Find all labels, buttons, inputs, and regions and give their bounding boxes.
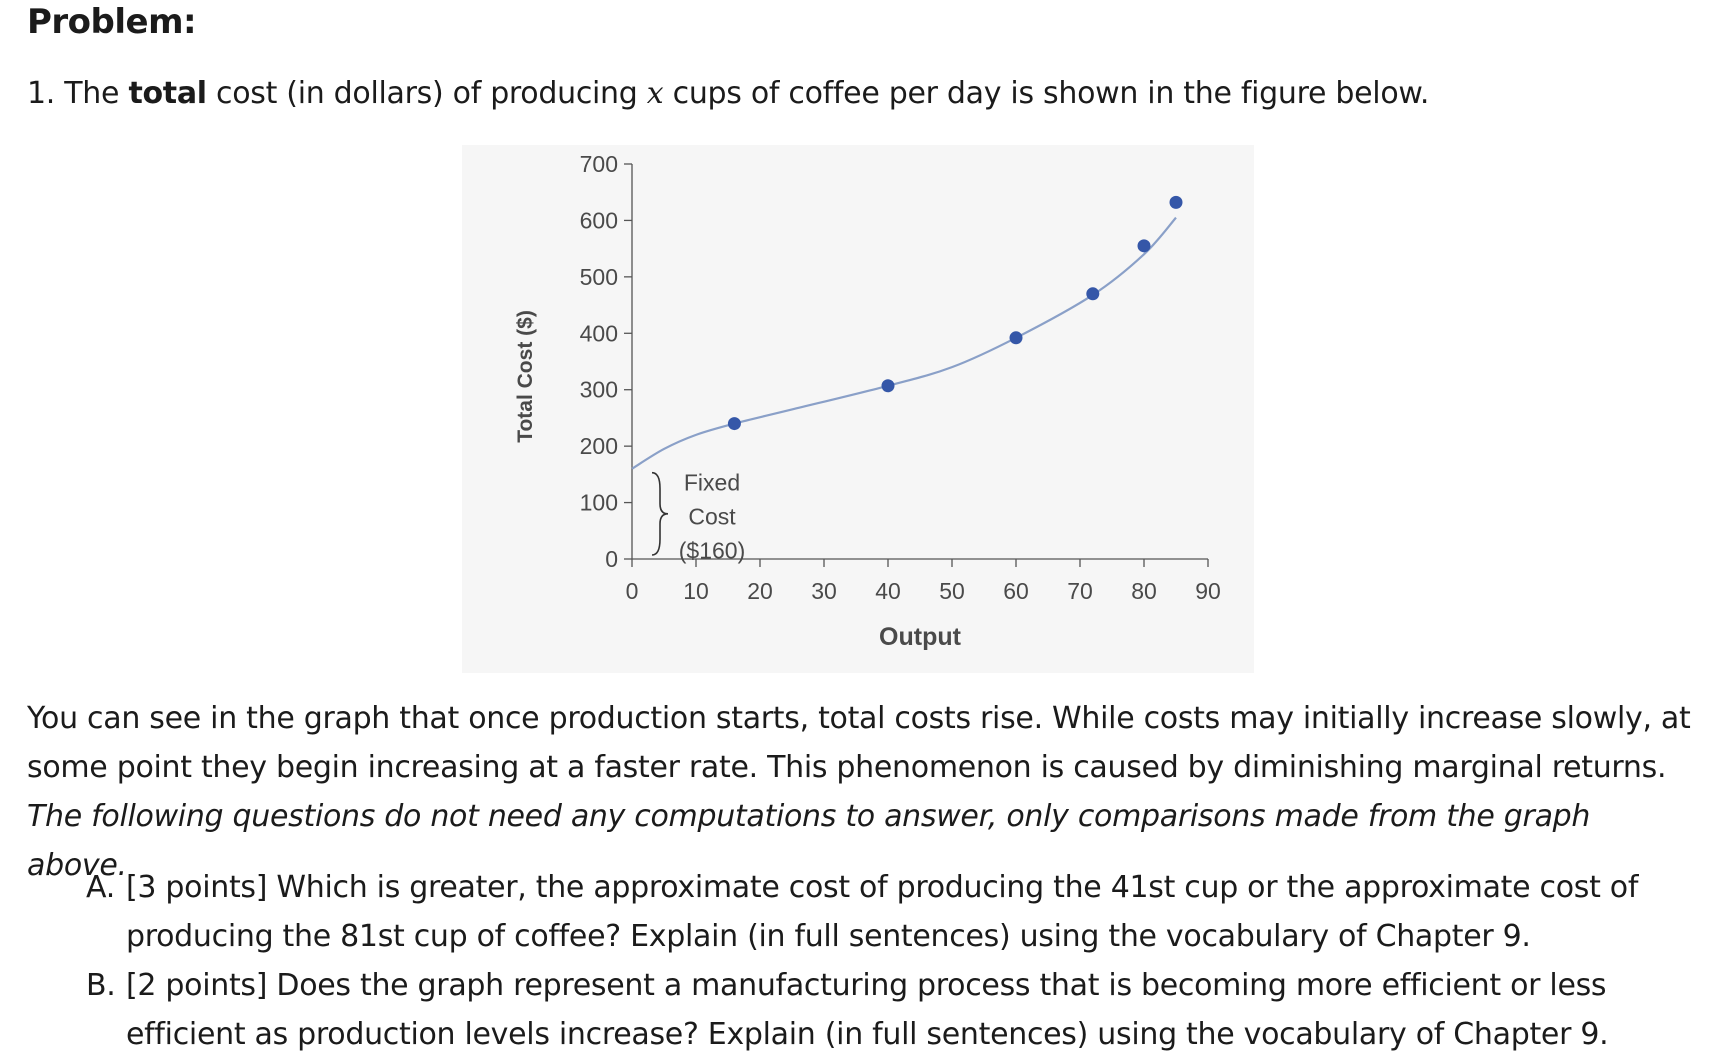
total-cost-curve bbox=[631, 216, 1177, 470]
x-tick-label: 50 bbox=[939, 578, 965, 604]
x-tick-label: 90 bbox=[1195, 578, 1221, 604]
question-number: 1. bbox=[27, 76, 56, 111]
x-tick-label: 60 bbox=[1003, 578, 1029, 604]
y-tick-label: 0 bbox=[605, 546, 618, 572]
question-text-pre: The bbox=[64, 76, 120, 111]
x-tick-label: 40 bbox=[875, 578, 901, 604]
y-tick-label: 500 bbox=[580, 264, 618, 290]
data-point bbox=[1137, 239, 1151, 253]
question-b-text: [2 points] Does the graph represent a ma… bbox=[126, 968, 1609, 1052]
y-tick-label: 700 bbox=[580, 151, 618, 177]
fixed-cost-label-line: Fixed bbox=[684, 470, 740, 496]
data-point bbox=[881, 379, 895, 393]
question-b: B. [2 points] Does the graph represent a… bbox=[86, 961, 1696, 1059]
y-tick-label: 300 bbox=[580, 377, 618, 403]
fixed-cost-label-line: Cost bbox=[688, 504, 736, 530]
data-point bbox=[727, 417, 741, 431]
y-tick-label: 200 bbox=[580, 433, 618, 459]
y-tick-label: 600 bbox=[580, 207, 618, 233]
question-a-letter: A. bbox=[86, 870, 115, 905]
chart-svg: 700 600 500 400 300 200 100 00 10 20 30 40 50 60 70 80 9… bbox=[514, 151, 1221, 651]
explanation-paragraph: You can see in the graph that once produ… bbox=[27, 694, 1697, 890]
x-tick-label: 10 bbox=[683, 578, 709, 604]
problem-heading: Problem: bbox=[27, 2, 197, 42]
fixed-cost-brace bbox=[651, 471, 669, 556]
question-text-bold: total bbox=[128, 76, 207, 111]
question-a: A. [3 points] Which is greater, the appr… bbox=[86, 863, 1696, 961]
x-tick-label: 30 bbox=[811, 578, 837, 604]
paragraph-text: You can see in the graph that once produ… bbox=[27, 701, 1691, 785]
question-b-letter: B. bbox=[86, 968, 116, 1003]
y-axis-title: Total Cost ($) bbox=[514, 310, 537, 443]
x-tick-label: 0 bbox=[626, 578, 639, 604]
fixed-cost-label-line: ($160) bbox=[679, 538, 745, 564]
y-tick-label: 400 bbox=[580, 320, 618, 346]
x-tick-label: 20 bbox=[747, 578, 773, 604]
x-tick-label: 70 bbox=[1067, 578, 1093, 604]
question-variable: x bbox=[646, 76, 664, 111]
question-a-text: [3 points] Which is greater, the approxi… bbox=[126, 870, 1639, 954]
question-list: A. [3 points] Which is greater, the appr… bbox=[86, 863, 1696, 1059]
x-tick-label: 80 bbox=[1131, 578, 1157, 604]
question-text-mid: cost (in dollars) of producing bbox=[216, 76, 638, 111]
total-cost-chart: 700 600 500 400 300 200 100 0 0 10 20 30 40 50 60 70 80 9… bbox=[462, 145, 1254, 673]
data-point bbox=[1169, 195, 1183, 209]
data-point bbox=[1009, 331, 1023, 345]
paragraph-italic-note: The following questions do not need any … bbox=[27, 799, 1591, 883]
data-point bbox=[1086, 287, 1100, 301]
x-axis-title: Output bbox=[879, 623, 962, 651]
question-text-post: cups of coffee per day is shown in the f… bbox=[672, 76, 1430, 111]
question-1: 1. The total cost (in dollars) of produc… bbox=[27, 76, 1429, 111]
y-tick-label: 100 bbox=[580, 490, 618, 516]
